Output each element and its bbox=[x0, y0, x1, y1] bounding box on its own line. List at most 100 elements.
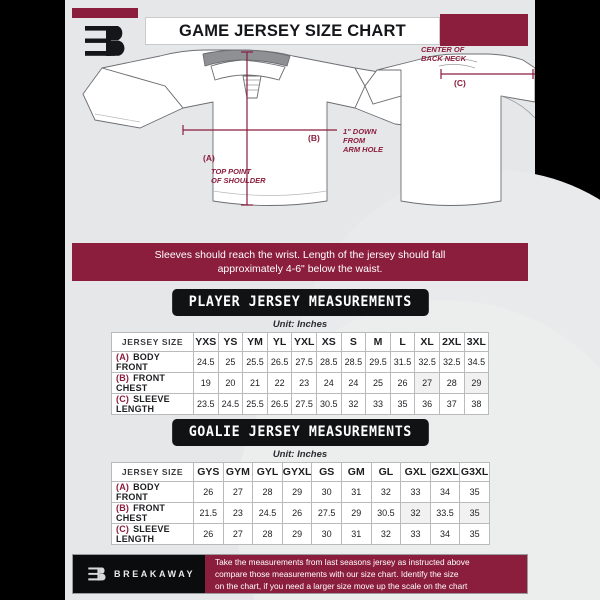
measurement-tag: (A) bbox=[116, 352, 130, 362]
table-row: (B) FRONT CHEST 19 20 21 22 23 24 24 25 26 27 28 29 bbox=[111, 372, 490, 394]
measurement-cell: 24.5 bbox=[217, 393, 244, 415]
fit-note-line2: approximately 4-6" below the waist. bbox=[217, 263, 383, 275]
measurement-cell: 24 bbox=[340, 372, 367, 394]
measurement-cell: 28.5 bbox=[340, 351, 367, 373]
measurement-cell: 25 bbox=[217, 351, 244, 373]
measurement-cell: 26 bbox=[193, 481, 224, 503]
measurement-cell: 34 bbox=[429, 523, 461, 545]
diagram-label-b-tag: (B) bbox=[308, 133, 320, 143]
measurement-cell: 23 bbox=[222, 502, 254, 524]
page-title-box: GAME JERSEY SIZE CHART bbox=[145, 17, 440, 45]
size-column-header: GS bbox=[311, 462, 342, 482]
measurement-tag: (C) bbox=[116, 394, 130, 404]
table-corner-label: JERSEY SIZE bbox=[111, 462, 194, 482]
measurement-row-label: (A) BODY FRONT bbox=[111, 481, 194, 503]
measurement-tag: (C) bbox=[116, 524, 130, 534]
diagram-label-c-line2: BACK NECK bbox=[421, 54, 467, 63]
table-corner-label: JERSEY SIZE bbox=[111, 332, 194, 352]
goalie-section-header: GOALIE JERSEY MEASUREMENTS Unit: Inches bbox=[0, 419, 600, 460]
size-column-header: XL bbox=[414, 332, 440, 352]
measurement-cell: 29.5 bbox=[365, 351, 391, 373]
measurement-cell: 26 bbox=[281, 502, 313, 524]
diagram-label-b-line2: FROM bbox=[343, 136, 366, 145]
player-measurement-table: JERSEY SIZE YXS YS YM YL YXL XS S M L XL 2XL 3XL (A) B… bbox=[111, 332, 490, 415]
measurement-cell: 27 bbox=[414, 372, 440, 394]
measurement-cell: 32 bbox=[370, 523, 402, 545]
table-row: (A) BODY FRONT 24.5 25 25.5 26.5 27.5 28.5 28.5 2… bbox=[111, 351, 490, 373]
measurement-cell: 28 bbox=[252, 523, 283, 545]
goalie-measurement-table: JERSEY SIZE GYS GYM GYL GYXL GS GM GL GXL G2XL G3X… bbox=[111, 462, 490, 545]
measurement-cell: 25 bbox=[365, 372, 391, 394]
measurement-cell: 31 bbox=[340, 523, 372, 545]
goalie-section-title: GOALIE JERSEY MEASUREMENTS bbox=[171, 419, 429, 446]
table-row: (B) FRONT CHEST 21.5 23 24.5 26 27.5 29 30.5 32 33… bbox=[111, 502, 490, 524]
player-section-header: PLAYER JERSEY MEASUREMENTS Unit: Inches bbox=[0, 289, 600, 330]
size-column-header: YS bbox=[217, 332, 244, 352]
size-column-header: GYS bbox=[193, 462, 224, 482]
measurement-cell: 33 bbox=[400, 481, 431, 503]
measurement-cell: 25.5 bbox=[242, 351, 268, 373]
measurement-cell: 31.5 bbox=[389, 351, 416, 373]
measurement-cell: 30 bbox=[311, 481, 342, 503]
diagram-label-a-line2: OF SHOULDER bbox=[211, 176, 266, 185]
diagram-label-c-line1: CENTER OF bbox=[421, 46, 465, 54]
page-title: GAME JERSEY SIZE CHART bbox=[179, 21, 406, 40]
size-column-header: GL bbox=[370, 462, 402, 482]
footer-line2: compare those measurements with our size… bbox=[215, 569, 459, 579]
size-column-header: GYM bbox=[222, 462, 254, 482]
goalie-table-wrap: JERSEY SIZE GYS GYM GYL GYXL GS GM GL GXL G2XL G3X… bbox=[111, 462, 490, 545]
measurement-tag: (B) bbox=[116, 503, 130, 513]
measurement-cell: 22 bbox=[266, 372, 293, 394]
measurement-cell: 28.5 bbox=[315, 351, 342, 373]
measurement-cell: 30.5 bbox=[370, 502, 402, 524]
measurement-cell: 34 bbox=[429, 481, 461, 503]
measurement-cell: 29 bbox=[281, 523, 313, 545]
measurement-cell: 35 bbox=[459, 523, 490, 545]
footer-bar: BREAKAWAY Take the measurements from las… bbox=[72, 554, 528, 594]
measurement-cell: 32 bbox=[400, 502, 431, 524]
measurement-cell: 26.5 bbox=[266, 351, 293, 373]
measurement-cell: 27 bbox=[222, 523, 254, 545]
diagram-label-a-line1: TOP POINT bbox=[211, 167, 252, 176]
footer-instructions: Take the measurements from last seasons … bbox=[205, 555, 527, 593]
measurement-cell: 30 bbox=[311, 523, 342, 545]
measurement-cell: 35 bbox=[459, 502, 490, 524]
size-column-header: M bbox=[365, 332, 391, 352]
size-column-header: YXS bbox=[193, 332, 219, 352]
measurement-cell: 38 bbox=[463, 393, 490, 415]
measurement-cell: 25.5 bbox=[242, 393, 268, 415]
measurement-tag: (A) bbox=[116, 482, 130, 492]
measurement-cell: 28 bbox=[252, 481, 283, 503]
table-row: (C) SLEEVE LENGTH 26 27 28 29 30 31 32 33 34 35 bbox=[111, 523, 490, 545]
measurement-cell: 27.5 bbox=[291, 393, 317, 415]
measurement-row-label: (C) SLEEVE LENGTH bbox=[111, 393, 194, 415]
measurement-cell: 36 bbox=[414, 393, 440, 415]
size-column-header: G2XL bbox=[429, 462, 461, 482]
diagram-label-b-line3: ARM HOLE bbox=[342, 145, 384, 154]
measurement-cell: 29 bbox=[340, 502, 372, 524]
diagram-label-a-tag: (A) bbox=[203, 153, 215, 163]
size-column-header: S bbox=[340, 332, 367, 352]
measurement-cell: 34.5 bbox=[463, 351, 490, 373]
fit-note-line1: Sleeves should reach the wrist. Length o… bbox=[154, 248, 446, 261]
measurement-cell: 28 bbox=[438, 372, 465, 394]
size-column-header: 3XL bbox=[463, 332, 490, 352]
measurement-cell: 35 bbox=[389, 393, 416, 415]
measurement-cell: 24.5 bbox=[193, 351, 219, 373]
footer-brand-name: BREAKAWAY bbox=[114, 569, 196, 579]
measurement-cell: 21 bbox=[242, 372, 268, 394]
measurement-row-label: (A) BODY FRONT bbox=[111, 351, 194, 373]
measurement-cell: 30.5 bbox=[315, 393, 342, 415]
player-section-unit: Unit: Inches bbox=[272, 319, 328, 330]
measurement-cell: 29 bbox=[281, 481, 313, 503]
size-column-header: G3XL bbox=[459, 462, 490, 482]
measurement-cell: 29 bbox=[463, 372, 490, 394]
measurement-cell: 32.5 bbox=[414, 351, 440, 373]
measurement-cell: 24 bbox=[315, 372, 342, 394]
measurement-cell: 32.5 bbox=[438, 351, 465, 373]
measurement-cell: 23 bbox=[291, 372, 317, 394]
measurement-cell: 26 bbox=[193, 523, 224, 545]
measurement-row-label: (C) SLEEVE LENGTH bbox=[111, 523, 194, 545]
measurement-row-label: (B) FRONT CHEST bbox=[111, 502, 194, 524]
header-accent-block-right bbox=[440, 14, 528, 46]
